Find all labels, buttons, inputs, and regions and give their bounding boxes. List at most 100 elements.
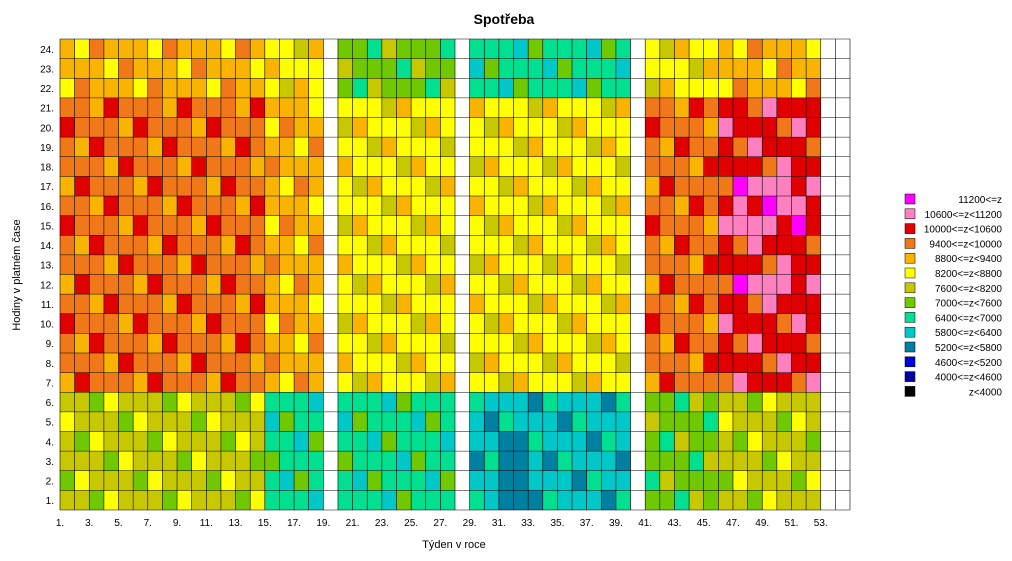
heatmap-cell <box>294 254 309 275</box>
heatmap-cell <box>586 333 602 353</box>
heatmap-cell <box>60 235 75 255</box>
heatmap-cell <box>542 117 558 138</box>
heatmap-cell <box>411 470 426 491</box>
heatmap-cell <box>206 470 221 491</box>
heatmap-cell <box>220 117 236 138</box>
heatmap-cell <box>235 97 251 118</box>
heatmap-cell <box>89 39 104 59</box>
heatmap-cell <box>718 156 733 177</box>
heatmap-cell <box>645 196 660 216</box>
heatmap-cell <box>118 470 134 491</box>
heatmap-cell <box>776 372 792 393</box>
heatmap-cell <box>220 470 236 491</box>
heatmap-cell <box>498 313 514 334</box>
heatmap-cell <box>645 411 660 432</box>
heatmap-cell <box>147 372 163 393</box>
heatmap-cell <box>806 39 821 59</box>
heatmap-cell <box>89 372 104 393</box>
heatmap-cell <box>425 117 441 138</box>
heatmap-cell <box>411 176 426 196</box>
heatmap-cell <box>513 411 529 432</box>
heatmap-cell <box>528 313 543 334</box>
heatmap-cell <box>615 215 631 236</box>
heatmap-cell <box>440 313 455 334</box>
heatmap-cell <box>513 117 529 138</box>
heatmap-cell <box>74 117 90 138</box>
heatmap-cell <box>74 411 90 432</box>
heatmap-cell <box>645 58 660 79</box>
heatmap-cell <box>542 235 558 255</box>
heatmap-cell <box>762 196 777 216</box>
heatmap-cell <box>220 313 236 334</box>
heatmap-cell <box>147 39 163 59</box>
heatmap-cell <box>220 235 236 255</box>
heatmap-cell <box>337 411 353 432</box>
heatmap-cell <box>484 333 499 353</box>
heatmap-cell <box>74 470 90 491</box>
heatmap-cell <box>133 313 148 334</box>
heatmap-cell <box>659 117 675 138</box>
legend-label: 8800<=z<9400 <box>935 254 1002 265</box>
heatmap-cell <box>484 97 499 118</box>
heatmap-cell <box>396 392 412 412</box>
heatmap-cell <box>191 353 207 373</box>
heatmap-cell <box>264 39 280 59</box>
heatmap-cell <box>776 490 792 510</box>
heatmap-cell <box>806 137 821 157</box>
heatmap-cell <box>264 156 280 177</box>
heatmap-cell <box>469 411 485 432</box>
heatmap-cell <box>440 235 455 255</box>
heatmap-cell <box>791 470 807 491</box>
heatmap-cell <box>674 176 690 196</box>
heatmap-cell <box>674 58 690 79</box>
heatmap-cell <box>806 117 821 138</box>
heatmap-cell <box>674 411 690 432</box>
heatmap-cell <box>689 58 704 79</box>
heatmap-cell <box>528 156 543 177</box>
heatmap-cell <box>659 39 675 59</box>
heatmap-cell <box>250 274 265 295</box>
heatmap-cell <box>118 294 134 314</box>
heatmap-cell <box>352 372 368 393</box>
legend-swatch <box>904 386 916 397</box>
heatmap-cell <box>74 196 90 216</box>
heatmap-cell <box>162 39 178 59</box>
heatmap-cell <box>162 411 178 432</box>
heatmap-cell <box>381 313 397 334</box>
heatmap-cell <box>469 470 485 491</box>
heatmap-cell <box>601 58 616 79</box>
heatmap-cell <box>367 313 382 334</box>
heatmap-cell <box>60 411 75 432</box>
x-tick-label: 19. <box>316 518 330 529</box>
heatmap-cell <box>367 254 382 275</box>
heatmap-cell <box>250 58 265 79</box>
heatmap-cell <box>264 215 280 236</box>
heatmap-cell <box>601 470 616 491</box>
heatmap-cell <box>484 411 499 432</box>
heatmap-cell <box>220 274 236 295</box>
x-tick-label: 21. <box>346 518 360 529</box>
heatmap-cell <box>498 431 514 452</box>
heatmap-cell <box>177 137 192 157</box>
heatmap-cell <box>60 254 75 275</box>
heatmap-cell <box>381 215 397 236</box>
heatmap-cell <box>645 274 660 295</box>
heatmap-cell <box>718 58 733 79</box>
heatmap-cell <box>513 274 529 295</box>
heatmap-cell <box>659 254 675 275</box>
heatmap-cell <box>791 215 807 236</box>
heatmap-cell <box>206 137 221 157</box>
heatmap-cell <box>806 333 821 353</box>
heatmap-cell <box>586 294 602 314</box>
heatmap-cell <box>572 470 587 491</box>
heatmap-cell <box>659 490 675 510</box>
heatmap-cell <box>147 294 163 314</box>
heatmap-cell <box>557 392 573 412</box>
heatmap-cell <box>703 156 719 177</box>
heatmap-cell <box>513 196 529 216</box>
heatmap-cell <box>469 58 485 79</box>
heatmap-cell <box>396 58 412 79</box>
heatmap-cell <box>133 451 148 471</box>
heatmap-cell <box>747 470 763 491</box>
heatmap-cell <box>264 274 280 295</box>
